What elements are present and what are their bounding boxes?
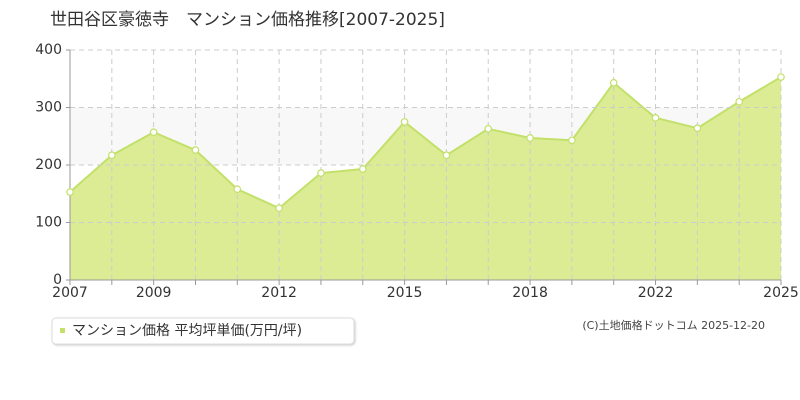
data-point <box>108 151 116 160</box>
y-tick-label: 300 <box>35 100 62 116</box>
y-tick-label: 200 <box>35 157 62 173</box>
x-tick-label: 2025 <box>763 285 799 301</box>
data-point <box>358 165 367 173</box>
y-tick-label: 400 <box>35 42 62 58</box>
data-point <box>66 188 74 196</box>
x-tick-label: 2015 <box>387 285 423 301</box>
x-tick-label: 2007 <box>52 285 88 301</box>
data-point <box>568 136 576 145</box>
line <box>69 76 782 210</box>
x-tick-label: 2022 <box>638 285 674 301</box>
x-tick-label: 2012 <box>261 285 297 301</box>
data-point <box>275 204 283 212</box>
data-point <box>609 78 618 87</box>
data-point <box>317 169 325 177</box>
plot-band <box>70 50 781 108</box>
copyright: (C)土地価格ドットコム 2025-12-20 <box>582 318 765 332</box>
data-point <box>442 151 451 160</box>
y-tick-label: 100 <box>35 215 62 231</box>
data-point <box>149 128 158 137</box>
x-tick-label: 2018 <box>512 285 548 301</box>
data-point <box>400 118 409 126</box>
legend-label: マンション価格 平均坪単価(万円/坪) <box>72 323 302 339</box>
legend: マンション価格 平均坪単価(万円/坪) <box>51 317 355 345</box>
legend-swatch <box>60 328 65 333</box>
data-point <box>777 73 785 81</box>
y-tick-label: 0 <box>53 272 62 288</box>
data-point <box>233 185 242 193</box>
area <box>70 77 781 281</box>
data-point <box>735 97 743 106</box>
data-point <box>526 134 534 142</box>
chart-title: 世田谷区豪徳寺 マンション価格推移[2007-2025] <box>50 9 445 30</box>
legend-box <box>51 317 355 345</box>
data-point <box>191 146 200 154</box>
data-point <box>651 114 660 122</box>
data-point <box>484 124 493 133</box>
x-tick-label: 2009 <box>136 285 172 301</box>
data-point <box>693 124 702 133</box>
